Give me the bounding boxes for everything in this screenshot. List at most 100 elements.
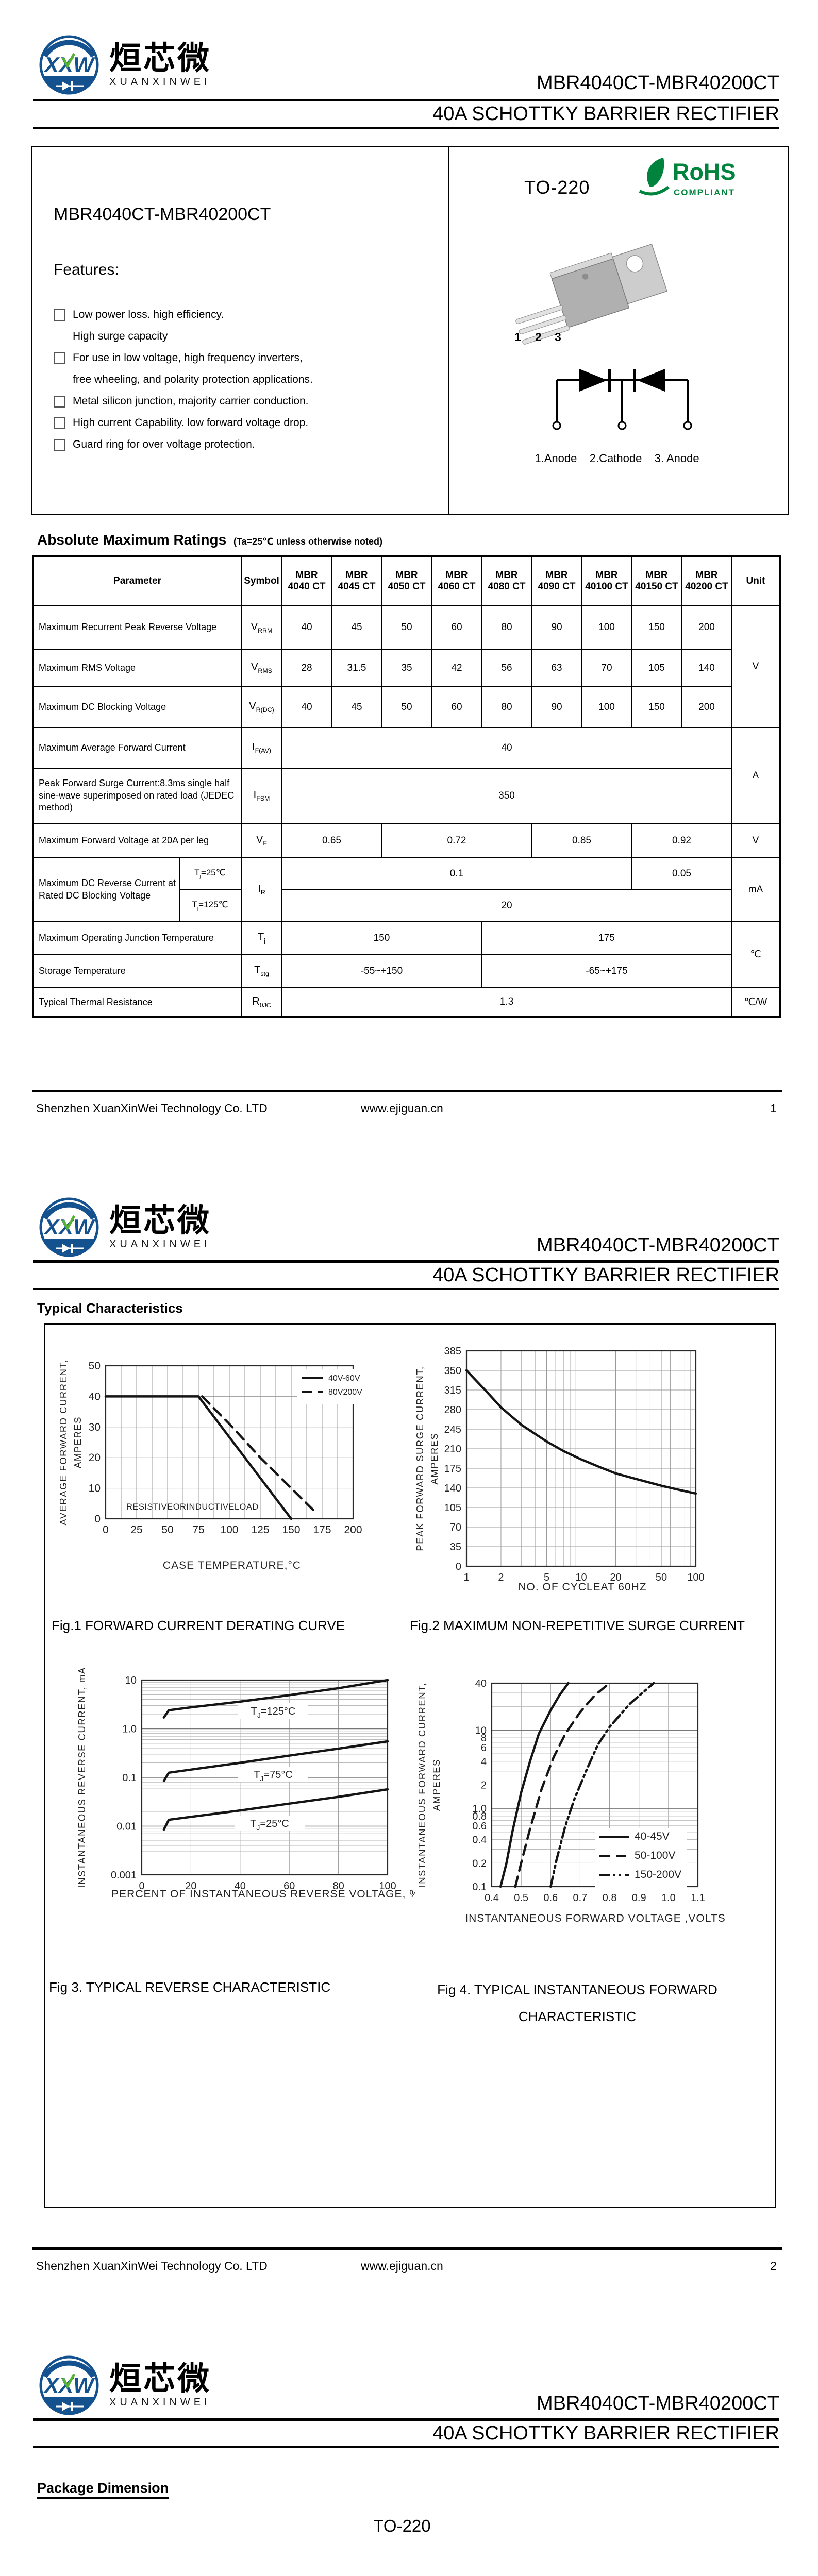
curve-label-bg bbox=[235, 1816, 305, 1831]
amr-cell: 28 bbox=[281, 649, 332, 687]
svg-text:25: 25 bbox=[130, 1524, 142, 1536]
svg-text:50: 50 bbox=[161, 1524, 173, 1536]
amr-row: Maximum RMS Voltage VRMS 28 31.5 35 42 56 63 70 1… bbox=[32, 649, 780, 687]
amr-row: Maximum Forward Voltage at 20A per leg VF… bbox=[32, 823, 781, 858]
x-axis-label: PERCENT OF INSTANTANEOUS REVERSE VOLTAGE… bbox=[111, 1888, 415, 1900]
amr-cell: 175 bbox=[481, 921, 732, 955]
features-package-box: MBR4040CT-MBR40200CT Features: Low power… bbox=[31, 146, 789, 515]
amr-cell: Maximum Average Forward Current bbox=[32, 727, 242, 769]
svg-text:0.8: 0.8 bbox=[472, 1811, 487, 1822]
diode-schematic bbox=[552, 369, 692, 430]
svg-text:350: 350 bbox=[444, 1365, 461, 1377]
svg-text:20: 20 bbox=[610, 1572, 621, 1583]
svg-text:75: 75 bbox=[192, 1524, 204, 1536]
tick-labels: 0.4 0.5 0.6 0.7 0.8 0.9 1.0 1.10.10.20.40.60.81… bbox=[472, 1678, 705, 1904]
amr-cell: Maximum DC Blocking Voltage bbox=[32, 686, 242, 728]
svg-text:0.1: 0.1 bbox=[472, 1882, 487, 1893]
svg-text:1.0: 1.0 bbox=[472, 1803, 487, 1815]
svg-text:0: 0 bbox=[103, 1524, 109, 1536]
svg-text:175: 175 bbox=[313, 1524, 331, 1536]
series-line bbox=[201, 1395, 318, 1514]
svg-text:125: 125 bbox=[251, 1524, 269, 1536]
svg-text:200: 200 bbox=[344, 1524, 362, 1536]
amr-cell: Maximum RMS Voltage bbox=[32, 649, 242, 687]
doc-subtitle: 40A SCHOTTKY BARRIER RECTIFIER bbox=[432, 2422, 779, 2444]
feature-text: For use in low voltage, high frequency i… bbox=[73, 352, 303, 364]
package-3d-image: 1 2 3 bbox=[514, 243, 667, 345]
svg-text:315: 315 bbox=[444, 1385, 461, 1396]
amr-heading-note: (Ta=25℃ unless otherwise noted) bbox=[233, 536, 382, 547]
svg-text:10: 10 bbox=[575, 1572, 587, 1583]
fig2-caption: Fig.2 MAXIMUM NON-REPETITIVE SURGE CURRE… bbox=[410, 1618, 745, 1633]
amr-header-cell: MBR 4050 CT bbox=[381, 555, 432, 606]
header-rule-2 bbox=[33, 127, 779, 129]
amr-cell: IR bbox=[241, 857, 282, 922]
amr-cell: Maximum DC Reverse Current at Rated DC B… bbox=[32, 857, 180, 922]
y-axis-label: AMPERES bbox=[431, 1759, 442, 1811]
svg-text:1.0: 1.0 bbox=[661, 1892, 676, 1904]
doc-subtitle: 40A SCHOTTKY BARRIER RECTIFIER bbox=[432, 103, 779, 125]
amr-cell: 150 bbox=[631, 605, 682, 650]
brand-en-name: XUANXINWEI bbox=[109, 2397, 211, 2409]
svg-text:10: 10 bbox=[125, 1675, 137, 1686]
svg-text:0.8: 0.8 bbox=[603, 1892, 617, 1904]
amr-cell: 0.85 bbox=[531, 823, 632, 858]
svg-text:5: 5 bbox=[544, 1572, 549, 1583]
svg-text:80: 80 bbox=[332, 1880, 344, 1892]
amr-cell: 0.92 bbox=[631, 823, 732, 858]
svg-text:0: 0 bbox=[456, 1561, 461, 1572]
y-axis-label: INSTANTANEOUS REVERSE CURRENT, mA bbox=[76, 1667, 87, 1888]
amr-cell: Peak Forward Surge Current:8.3ms single … bbox=[32, 767, 242, 824]
diode-left bbox=[579, 369, 607, 392]
checkbox-icon bbox=[54, 396, 65, 408]
svg-text:0: 0 bbox=[139, 1880, 144, 1892]
checkbox-icon bbox=[54, 352, 65, 364]
header-rule bbox=[33, 99, 779, 101]
footer-rule bbox=[32, 2247, 782, 2250]
svg-text:0.01: 0.01 bbox=[116, 1821, 137, 1833]
series-line bbox=[162, 1740, 389, 1782]
amr-cell: 350 bbox=[281, 767, 732, 824]
y-axis-label: INSTANTANEOUS FORWARD CURRENT, bbox=[416, 1683, 427, 1888]
amr-cell: 40 bbox=[281, 686, 332, 728]
amr-header-cell: MBR 4040 CT bbox=[281, 555, 332, 606]
tick-labels: 0 20 40 60 80 100 10 1.0 0.1 0.01 0.001 bbox=[111, 1675, 396, 1892]
rohs-compliant-text: COMPLIANT bbox=[674, 188, 735, 197]
amr-cell: 0.1 bbox=[281, 857, 632, 890]
rohs-text: RoHS bbox=[673, 159, 736, 185]
series-line bbox=[162, 1679, 389, 1719]
amr-cell: RθJC bbox=[241, 987, 282, 1018]
svg-text:4: 4 bbox=[481, 1756, 487, 1768]
package-body bbox=[551, 258, 630, 329]
feature-text: free wheeling, and polarity protection a… bbox=[73, 374, 313, 385]
amr-heading-text: Absolute Maximum Ratings bbox=[37, 532, 227, 548]
feature-item: High current Capability. low forward vol… bbox=[54, 416, 425, 430]
svg-text:0.1: 0.1 bbox=[122, 1772, 137, 1784]
amr-header-cell: MBR 4090 CT bbox=[531, 555, 582, 606]
footer-company: Shenzhen XuanXinWei Technology Co. LTD bbox=[36, 1101, 268, 1115]
feature-item: free wheeling, and polarity protection a… bbox=[54, 372, 425, 387]
y-axis-label: AMPERES bbox=[429, 1433, 440, 1485]
pin-number-1: 1 bbox=[514, 330, 521, 344]
brand-en-name: XUANXINWEI bbox=[109, 76, 211, 88]
header-rule-2 bbox=[33, 1288, 779, 1290]
y-axis-label: PEAK FORWARD SURGE CURRENT, bbox=[414, 1366, 425, 1551]
curve-label: TJ=25°C bbox=[250, 1818, 289, 1832]
amr-cell: VRMS bbox=[241, 649, 282, 687]
brand-en-name: XUANXINWEI bbox=[109, 1239, 211, 1250]
plot-frame bbox=[491, 1682, 699, 1888]
doc-title: MBR4040CT-MBR40200CT bbox=[537, 2393, 779, 2414]
checkbox-icon bbox=[54, 417, 65, 429]
svg-text:100: 100 bbox=[220, 1524, 238, 1536]
header-rule-2 bbox=[33, 2446, 779, 2448]
x-axis-label: CASE TEMPERATURE,°C bbox=[163, 1560, 301, 1571]
amr-cell: 45 bbox=[331, 605, 382, 650]
logo-green-accent bbox=[61, 53, 76, 69]
curve-label-bg bbox=[238, 1703, 308, 1719]
brand-cn-name: 烜芯微 bbox=[109, 40, 212, 76]
amr-cell: Tj bbox=[241, 921, 282, 955]
legend-label: 40-45V bbox=[635, 1831, 670, 1842]
feature-item: High surge capacity bbox=[54, 329, 425, 344]
amr-cell: 100 bbox=[581, 605, 632, 650]
svg-text:385: 385 bbox=[444, 1346, 461, 1357]
